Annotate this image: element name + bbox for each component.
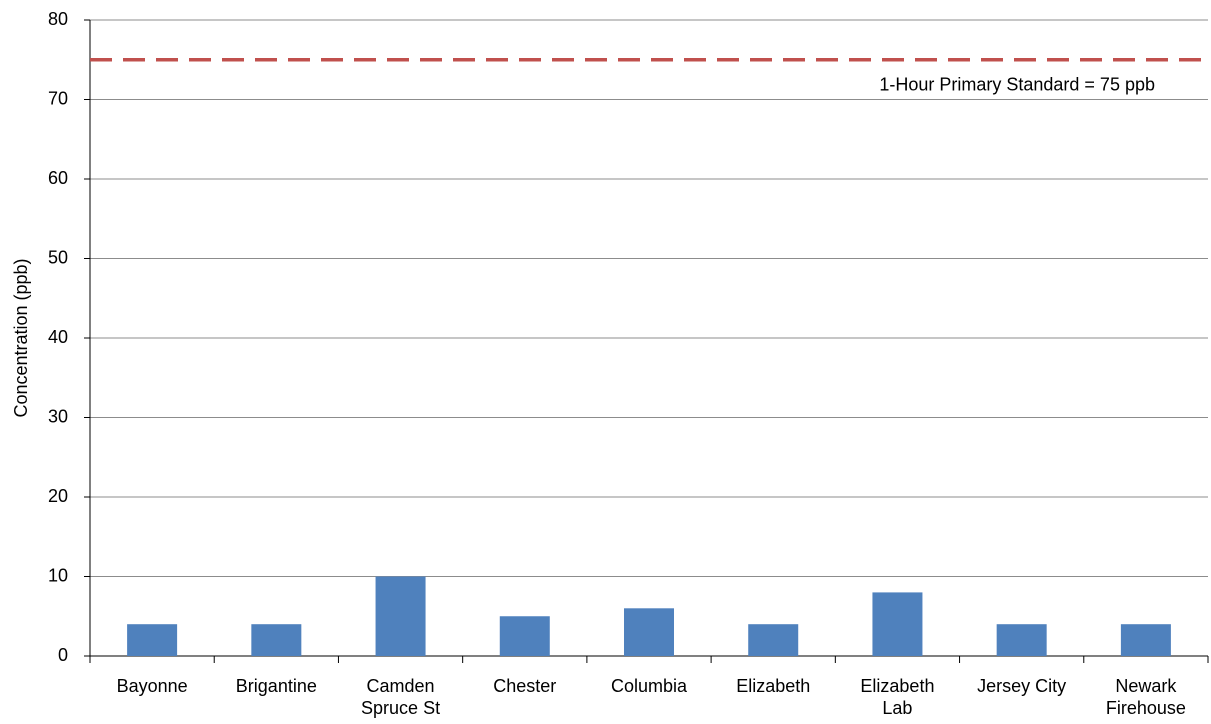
x-tick-label: Columbia [611, 676, 688, 696]
y-tick-label: 10 [48, 565, 68, 585]
x-tick-label: Brigantine [236, 676, 317, 696]
bar [1120, 624, 1171, 656]
y-axis-title: Concentration (ppb) [11, 258, 31, 417]
bar [872, 592, 923, 656]
y-tick-label: 50 [48, 247, 68, 267]
y-tick-label: 40 [48, 327, 68, 347]
x-tick-label: Bayonne [117, 676, 188, 696]
bar [748, 624, 799, 656]
y-tick-label: 70 [48, 88, 68, 108]
x-tick-label: Chester [493, 676, 556, 696]
bar [127, 624, 178, 656]
bar [251, 624, 302, 656]
bar [624, 608, 674, 656]
x-tick-label: Elizabeth Lab [860, 676, 934, 718]
reference-label: 1-Hour Primary Standard = 75 ppb [879, 75, 1155, 95]
bar [375, 576, 426, 656]
bar [499, 616, 550, 656]
y-tick-label: 0 [58, 645, 68, 665]
y-tick-label: 80 [48, 9, 68, 29]
y-tick-label: 30 [48, 406, 68, 426]
bar [996, 624, 1047, 656]
x-tick-label: Elizabeth [736, 676, 810, 696]
y-tick-label: 60 [48, 168, 68, 188]
x-tick-label: Jersey City [977, 676, 1066, 696]
y-tick-label: 20 [48, 486, 68, 506]
x-tick-label: Camden Spruce St [361, 676, 440, 718]
x-tick-label: Newark Firehouse [1106, 676, 1186, 718]
